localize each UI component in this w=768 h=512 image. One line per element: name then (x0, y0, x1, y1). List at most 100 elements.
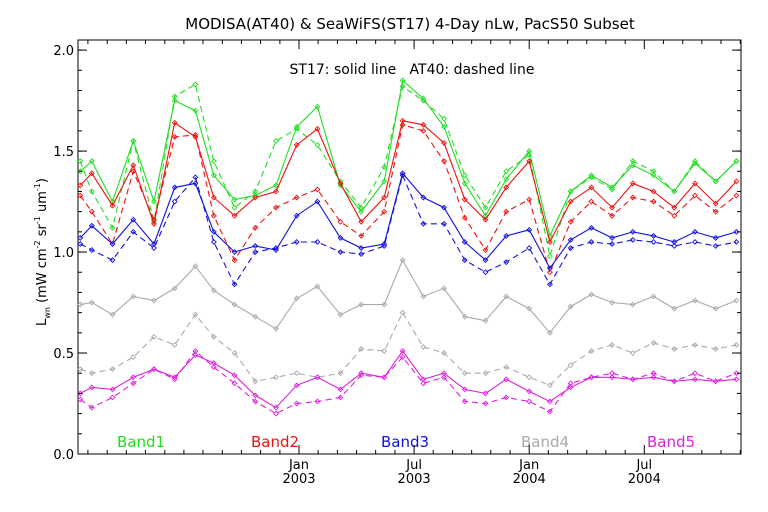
data-point (733, 158, 740, 165)
data-point (567, 218, 574, 225)
data-point (399, 172, 406, 179)
x-tick-label-month: Jul (635, 458, 652, 473)
data-point (567, 198, 574, 205)
data-point (88, 370, 95, 377)
series-band2-dashed (77, 121, 740, 276)
y-axis-label: Lwn (mW cm-2 sr-1 um-1) (33, 178, 52, 326)
data-point (609, 370, 616, 377)
data-point (546, 269, 553, 276)
data-point (192, 352, 199, 358)
data-point (733, 370, 740, 377)
data-point (399, 348, 406, 354)
data-point (231, 204, 238, 211)
data-point (77, 241, 84, 247)
data-point (629, 158, 636, 165)
data-point (692, 376, 698, 383)
data-point (671, 212, 678, 219)
series-band3-dashed (77, 172, 740, 288)
data-point (461, 196, 468, 203)
data-point (441, 123, 447, 130)
data-point (441, 140, 447, 146)
data-point (273, 188, 279, 195)
data-point (171, 184, 178, 191)
data-point (482, 204, 489, 211)
data-point (526, 196, 533, 203)
plot-frame (77, 39, 742, 455)
data-point (503, 184, 510, 191)
data-point (503, 208, 510, 215)
data-point (210, 158, 217, 165)
legend-item-band5: Band5 (647, 433, 695, 451)
data-point (314, 125, 321, 132)
data-point (526, 226, 533, 233)
data-point (77, 366, 84, 373)
data-point (88, 188, 95, 195)
data-point (609, 234, 616, 241)
data-point (293, 125, 300, 132)
data-point (567, 236, 574, 243)
data-point (381, 301, 388, 308)
data-point (358, 372, 365, 379)
data-point (273, 182, 279, 189)
data-point (381, 241, 388, 247)
data-point (420, 220, 427, 227)
data-point (337, 394, 344, 401)
data-point (503, 376, 510, 383)
data-point (314, 186, 321, 193)
data-point (130, 374, 137, 381)
data-point (609, 374, 616, 381)
data-point (171, 376, 178, 383)
data-point (671, 346, 678, 352)
data-point (712, 200, 719, 207)
data-point (273, 325, 279, 332)
data-point (671, 378, 678, 385)
data-point (546, 239, 553, 245)
data-point (526, 245, 533, 251)
x-tick-label-year: 2003 (398, 472, 431, 487)
data-point (482, 370, 489, 377)
data-point (441, 204, 447, 211)
data-point (482, 247, 489, 253)
data-point (109, 311, 116, 318)
data-point (293, 295, 300, 302)
x-tick-label-month: Jan (288, 458, 309, 473)
data-point (420, 293, 427, 300)
data-point (77, 301, 84, 308)
data-point (109, 394, 116, 401)
data-point (567, 303, 574, 310)
data-point (526, 374, 533, 381)
data-point (210, 172, 217, 179)
data-point (273, 374, 279, 381)
data-point (567, 362, 574, 369)
data-point (252, 243, 259, 249)
data-point (503, 168, 510, 175)
data-point (546, 382, 553, 389)
data-point (130, 293, 137, 300)
data-point (461, 370, 468, 377)
data-point (420, 344, 427, 350)
data-point (482, 400, 489, 407)
data-point (88, 222, 95, 229)
data-point (420, 194, 427, 201)
data-point (314, 198, 321, 205)
series-layer (77, 77, 740, 417)
data-point (420, 127, 427, 134)
data-point (130, 162, 137, 169)
data-point (192, 81, 199, 88)
data-point (130, 354, 137, 360)
data-point (546, 329, 553, 336)
data-point (337, 249, 344, 255)
data-point (231, 301, 238, 308)
data-point (210, 212, 217, 219)
data-point (273, 404, 279, 411)
data-point (210, 194, 217, 201)
data-point (337, 180, 344, 187)
data-point (109, 257, 116, 264)
data-point (293, 212, 300, 219)
data-point (567, 384, 574, 391)
data-point (273, 138, 279, 144)
data-point (109, 224, 116, 231)
data-point (381, 164, 388, 171)
data-point (130, 168, 137, 175)
